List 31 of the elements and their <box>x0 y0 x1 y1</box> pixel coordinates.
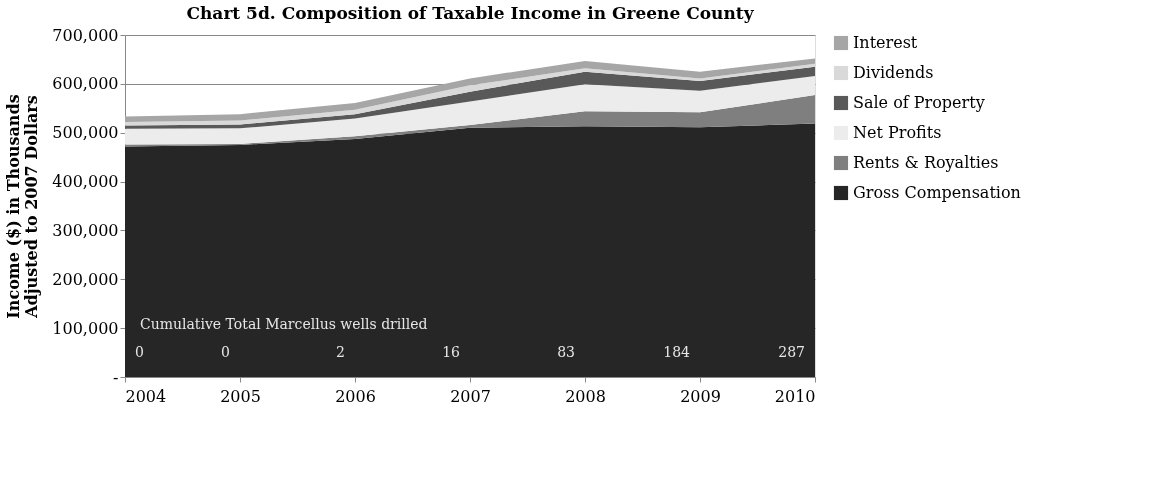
y-tick-label: 100,000 <box>52 318 119 338</box>
x-tick-label: 2005 <box>220 386 261 406</box>
x-tick-label: 2008 <box>565 386 606 406</box>
y-tick-label: 700,000 <box>52 25 119 45</box>
y-tick-label: 500,000 <box>52 123 119 143</box>
x-tick-label: 2010 <box>774 386 816 406</box>
legend-label: Dividends <box>853 63 934 82</box>
x-tick-label: 2007 <box>450 386 491 406</box>
y-tick-label: 600,000 <box>52 74 119 94</box>
x-tick-label: 2006 <box>335 386 376 406</box>
legend-label: Rents & Royalties <box>853 153 999 172</box>
annotation: Cumulative Total Marcellus wells drilled <box>140 316 428 332</box>
legend-label: Interest <box>853 33 918 52</box>
y-tick-label: 300,000 <box>52 220 119 240</box>
annotation: 287 <box>778 344 805 360</box>
y-tick-label: - <box>113 367 119 387</box>
y-tick-label: 200,000 <box>52 269 119 289</box>
legend-label: Sale of Property <box>853 93 985 112</box>
legend-label: Gross Compensation <box>853 183 1021 202</box>
annotation: 2 <box>336 344 345 360</box>
annotation: 83 <box>557 344 575 360</box>
x-tick-label: 2009 <box>680 386 721 406</box>
y-tick-label: 400,000 <box>52 172 119 192</box>
annotation: 184 <box>663 344 691 360</box>
annotation: 0 <box>135 344 144 360</box>
y-axis-title: Income ($) in Thousands Adjusted to 2007 Dollars <box>4 94 42 319</box>
annotation: 0 <box>221 344 230 360</box>
legend-label: Net Profits <box>853 123 942 142</box>
x-tick-label: 2004 <box>125 386 167 406</box>
annotation: 16 <box>442 344 461 360</box>
chart-title: Chart 5d. Composition of Taxable Income in Greene County <box>186 3 755 23</box>
